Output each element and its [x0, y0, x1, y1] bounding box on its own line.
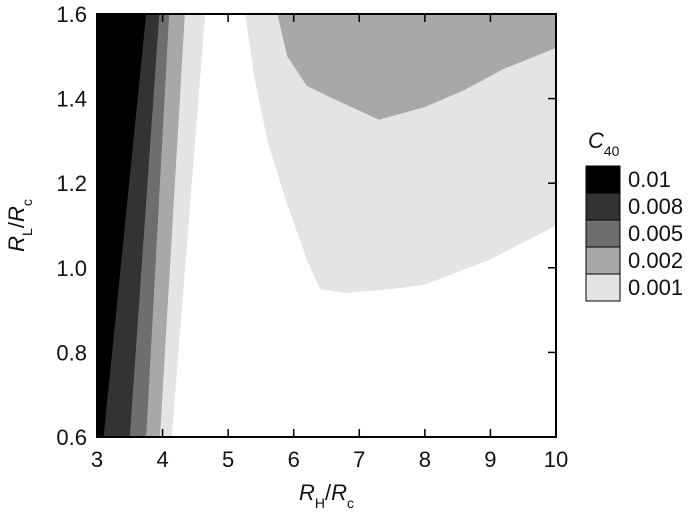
- y-tick-label: 1.6: [56, 2, 87, 27]
- y-axis-label-part: /: [4, 221, 29, 228]
- legend-title: C40: [588, 128, 620, 159]
- legend-title-part: 40: [604, 143, 620, 159]
- legend-label: 0.005: [628, 221, 683, 246]
- x-tick-label: 4: [156, 447, 168, 472]
- x-tick-label: 7: [353, 447, 365, 472]
- x-tick-label: 10: [544, 447, 568, 472]
- x-tick-label: 5: [222, 447, 234, 472]
- legend-swatch: [585, 219, 621, 248]
- legend-label: 0.01: [628, 167, 671, 192]
- y-axis-label-part: L: [19, 228, 35, 236]
- x-tick-label: 9: [484, 447, 496, 472]
- y-tick-label: 1.0: [56, 256, 87, 281]
- legend-label: 0.008: [628, 194, 683, 219]
- x-axis-label-part: c: [347, 495, 354, 511]
- legend-swatch: [585, 273, 621, 302]
- x-tick-label: 6: [288, 447, 300, 472]
- x-tick-label: 3: [91, 447, 103, 472]
- legend-label: 0.002: [628, 248, 683, 273]
- x-axis-label: RH/Rc: [299, 480, 354, 511]
- x-tick-label: 8: [419, 447, 431, 472]
- y-tick-label: 0.8: [56, 340, 87, 365]
- y-axis-label: RL/Rc: [4, 199, 35, 252]
- x-axis-label-part: R: [299, 480, 315, 505]
- legend-swatch: [585, 192, 621, 221]
- y-axis-label-part: c: [19, 199, 35, 206]
- x-axis-label-part: R: [331, 480, 347, 505]
- plot-frame: [96, 13, 557, 438]
- y-axis-label-part: R: [4, 236, 29, 252]
- contour-region: [97, 14, 147, 437]
- legend-swatch: [585, 165, 621, 194]
- legend-swatch: [585, 246, 621, 275]
- y-tick-label: 0.6: [56, 425, 87, 450]
- y-tick-label: 1.4: [56, 87, 87, 112]
- x-axis-label-part: /: [325, 480, 332, 505]
- legend-label: 0.001: [628, 275, 683, 300]
- x-axis-label-part: H: [315, 495, 325, 511]
- y-axis-label-part: R: [4, 206, 29, 222]
- y-tick-label: 1.2: [56, 171, 87, 196]
- legend-title-part: C: [588, 128, 604, 153]
- contour-region: [277, 14, 556, 120]
